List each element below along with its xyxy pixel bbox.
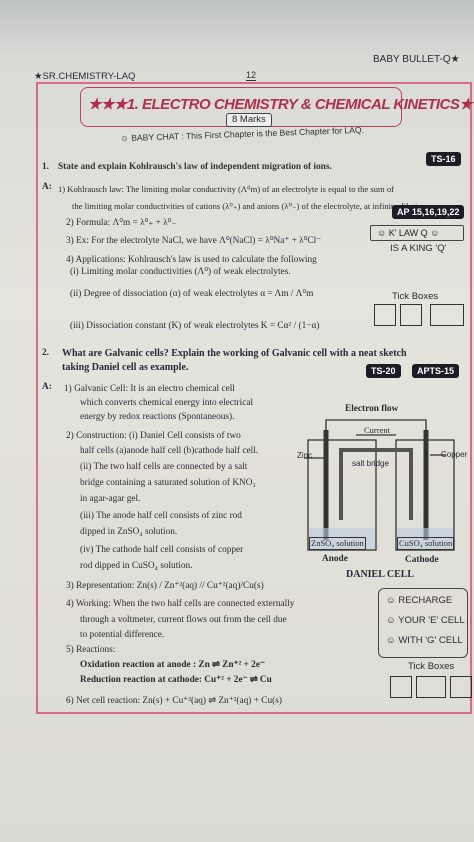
text-line: which converts chemical energy into elec… xyxy=(80,398,254,408)
tick-box xyxy=(416,676,446,698)
title: ★★★1. ELECTRO CHEMISTRY & CHEMICAL KINET… xyxy=(88,96,474,113)
text-line: to potential difference. xyxy=(80,630,165,640)
text-line: the limiting molar conductivities of cat… xyxy=(72,201,429,211)
tick-label: Tick Boxes xyxy=(392,291,439,302)
tag: AP 15,16,19,22 xyxy=(392,205,465,219)
diagram-label: Current xyxy=(364,425,390,435)
text-line: through a voltmeter, current flows out f… xyxy=(80,615,287,625)
diagram-label: CuSO₄ solution xyxy=(397,537,455,550)
q-number: 2. xyxy=(42,348,49,358)
tick-box xyxy=(390,676,412,698)
text-line: in agar-agar gel. xyxy=(80,494,141,504)
text-line: Reduction reaction at cathode: Cu⁺² + 2e… xyxy=(80,675,272,685)
diagram-label: Cathode xyxy=(405,555,439,565)
question: What are Galvanic cells? Explain the wor… xyxy=(62,348,407,359)
text-line: half cells (a)anode half cell (b)cathode… xyxy=(80,446,259,456)
title-box xyxy=(80,87,402,127)
tick-label: Tick Boxes xyxy=(408,661,455,672)
text-line: energy by redox reactions (Spontaneous). xyxy=(80,412,235,422)
daniel-cell-diagram xyxy=(304,419,455,551)
side-note: ☺ WITH 'G' CELL xyxy=(386,635,463,646)
text-line: 1) Galvanic Cell: It is an electro chemi… xyxy=(64,384,235,394)
tick-box xyxy=(430,304,464,326)
side-note: ☺ RECHARGE xyxy=(386,595,453,606)
tick-box xyxy=(450,676,472,698)
question: taking Daniel cell as example. xyxy=(62,362,189,373)
diagram-label: ZnSO₄ solution xyxy=(309,537,366,550)
answer-label: A: xyxy=(42,182,52,192)
tick-box xyxy=(374,304,396,326)
marks: 8 Marks xyxy=(226,113,272,127)
content-frame xyxy=(36,82,472,714)
text-line: 3) Ex: For the electrolyte NaCl, we have… xyxy=(66,236,322,246)
diagram-label: salt bridge xyxy=(352,459,389,468)
text-line: 2) Construction: (i) Daniel Cell consist… xyxy=(66,431,241,441)
diagram-label: Anode xyxy=(322,554,348,564)
text-line: (iii) The anode half cell consists of zi… xyxy=(80,511,242,521)
text-line: 1) Kohlrausch law: The limiting molar co… xyxy=(58,184,394,194)
tag: TS-20 xyxy=(366,364,401,378)
text-line: 4) Applications: Kohlrausch's law is use… xyxy=(66,255,317,265)
text-line: 3) Representation: Zn(s) / Zn⁺²(aq) // C… xyxy=(66,581,264,591)
text-line: dipped in ZnSO₄ solution. xyxy=(80,527,178,537)
text-line: rod dipped in CuSO₄ solution. xyxy=(80,561,193,571)
section: ★SR.CHEMISTRY-LAQ xyxy=(34,71,136,82)
text-line: 2) Formula: Λ⁰m = λ⁰₊ + λ⁰₋ xyxy=(66,218,177,228)
page-number: 12 xyxy=(246,70,257,81)
side-note: ☺ YOUR 'E' CELL xyxy=(386,615,465,626)
q-number: 1. xyxy=(42,162,49,172)
diagram-label: Copper xyxy=(441,450,468,459)
tag: APTS-15 xyxy=(412,364,460,378)
side-note: IS A KING 'Q' xyxy=(390,243,447,254)
question: State and explain Kohlrausch's law of in… xyxy=(58,162,332,172)
text-line: (i) Limiting molar conductivities (Λ⁰) o… xyxy=(70,267,291,277)
text-line: 5) Reactions: xyxy=(66,645,116,655)
notes-box xyxy=(378,588,468,658)
text-line: bridge containing a saturated solution o… xyxy=(80,478,256,488)
text-line: (ii) Degree of dissociation (α) of weak … xyxy=(70,289,314,299)
diagram-label: Electron flow xyxy=(345,404,399,414)
diagram-caption: DANIEL CELL xyxy=(346,569,415,580)
text-line: 4) Working: When the two half cells are … xyxy=(66,599,295,609)
tag: TS-16 xyxy=(426,152,461,166)
tick-box xyxy=(400,304,422,326)
text-line: (iii) Dissociation constant (K) of weak … xyxy=(70,321,320,331)
side-note: ☺ K' LAW Q ☺ xyxy=(370,225,464,241)
brand: BABY BULLET-Q★ xyxy=(373,54,460,65)
text-line: 6) Net cell reaction: Zn(s) + Cu⁺²(aq) ⇌… xyxy=(66,696,282,706)
diagram-label: Zinc xyxy=(297,451,313,460)
text-line: (iv) The cathode half cell consists of c… xyxy=(80,545,244,555)
text-line: Oxidation reaction at anode : Zn ⇌ Zn⁺² … xyxy=(80,660,265,670)
answer-label: A: xyxy=(42,382,52,392)
text-line: (ii) The two half cells are connected by… xyxy=(80,462,248,472)
